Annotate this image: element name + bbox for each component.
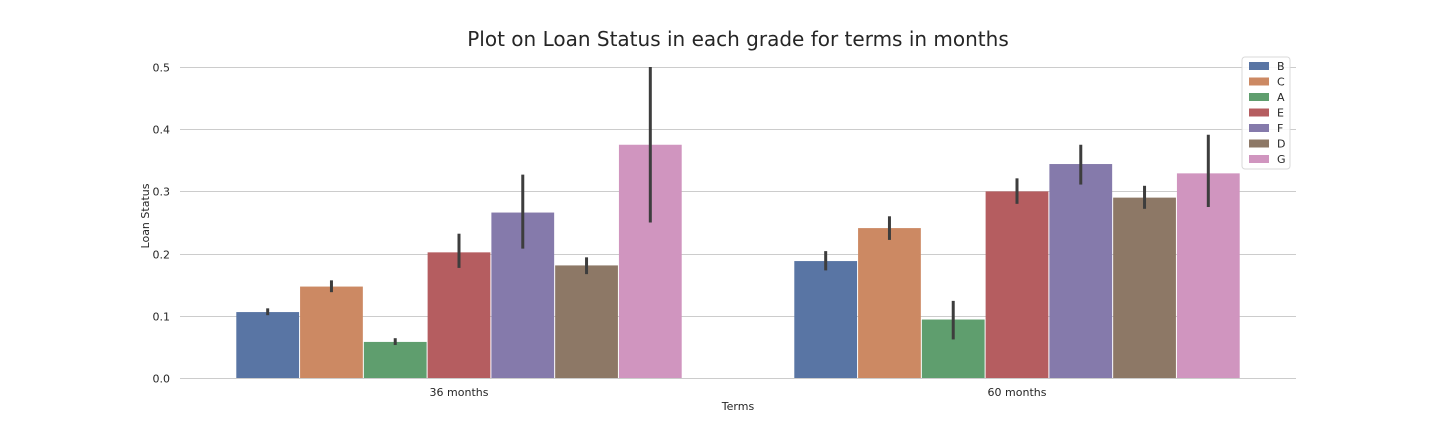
bar-G-60-months (1176, 173, 1240, 378)
legend-swatch-G (1249, 155, 1269, 163)
bars (236, 144, 1240, 378)
legend-label-G: G (1277, 153, 1286, 166)
legend-swatch-D (1249, 139, 1269, 148)
x-tick-label: 36 months (430, 386, 489, 399)
bar-C-60-months (858, 228, 921, 378)
legend-label-A: A (1277, 91, 1285, 104)
bar-C-36-months (300, 286, 363, 378)
legend-swatch-E (1249, 108, 1269, 117)
x-axis-label: Terms (721, 400, 755, 413)
y-tick-label: 0.2 (153, 249, 171, 262)
legend-label-C: C (1277, 76, 1285, 89)
y-tick-labels: 0.0 0.1 0.2 0.3 0.4 0.5 (153, 62, 171, 386)
bar-A-36-months (363, 341, 427, 378)
chart-title: Plot on Loan Status in each grade for te… (467, 27, 1009, 51)
legend-label-E: E (1277, 107, 1284, 120)
legend-label-F: F (1277, 122, 1283, 135)
bar-B-60-months (794, 261, 858, 378)
y-tick-label: 0.3 (153, 186, 171, 199)
bar-F-60-months (1049, 164, 1113, 378)
y-tick-label: 0.5 (153, 62, 171, 75)
error-bars (266, 67, 1210, 346)
bar-D-36-months (555, 265, 618, 378)
y-tick-label: 0.0 (153, 373, 171, 386)
legend-swatch-A (1249, 93, 1269, 101)
y-axis-label: Loan Status (139, 183, 152, 248)
bar-E-36-months (427, 252, 491, 378)
legend-swatch-C (1249, 77, 1269, 86)
legend-label-D: D (1277, 138, 1285, 151)
legend-swatch-F (1249, 124, 1269, 132)
bar-D-60-months (1113, 197, 1176, 378)
legend-label-B: B (1277, 60, 1285, 73)
bar-B-36-months (236, 312, 300, 378)
x-tick-label: 60 months (988, 386, 1047, 399)
legend-swatch-B (1249, 62, 1269, 70)
y-tick-label: 0.1 (153, 311, 171, 324)
bar-E-60-months (985, 191, 1049, 378)
x-tick-labels: 36 months 60 months (430, 386, 1047, 399)
y-tick-label: 0.4 (153, 124, 171, 137)
